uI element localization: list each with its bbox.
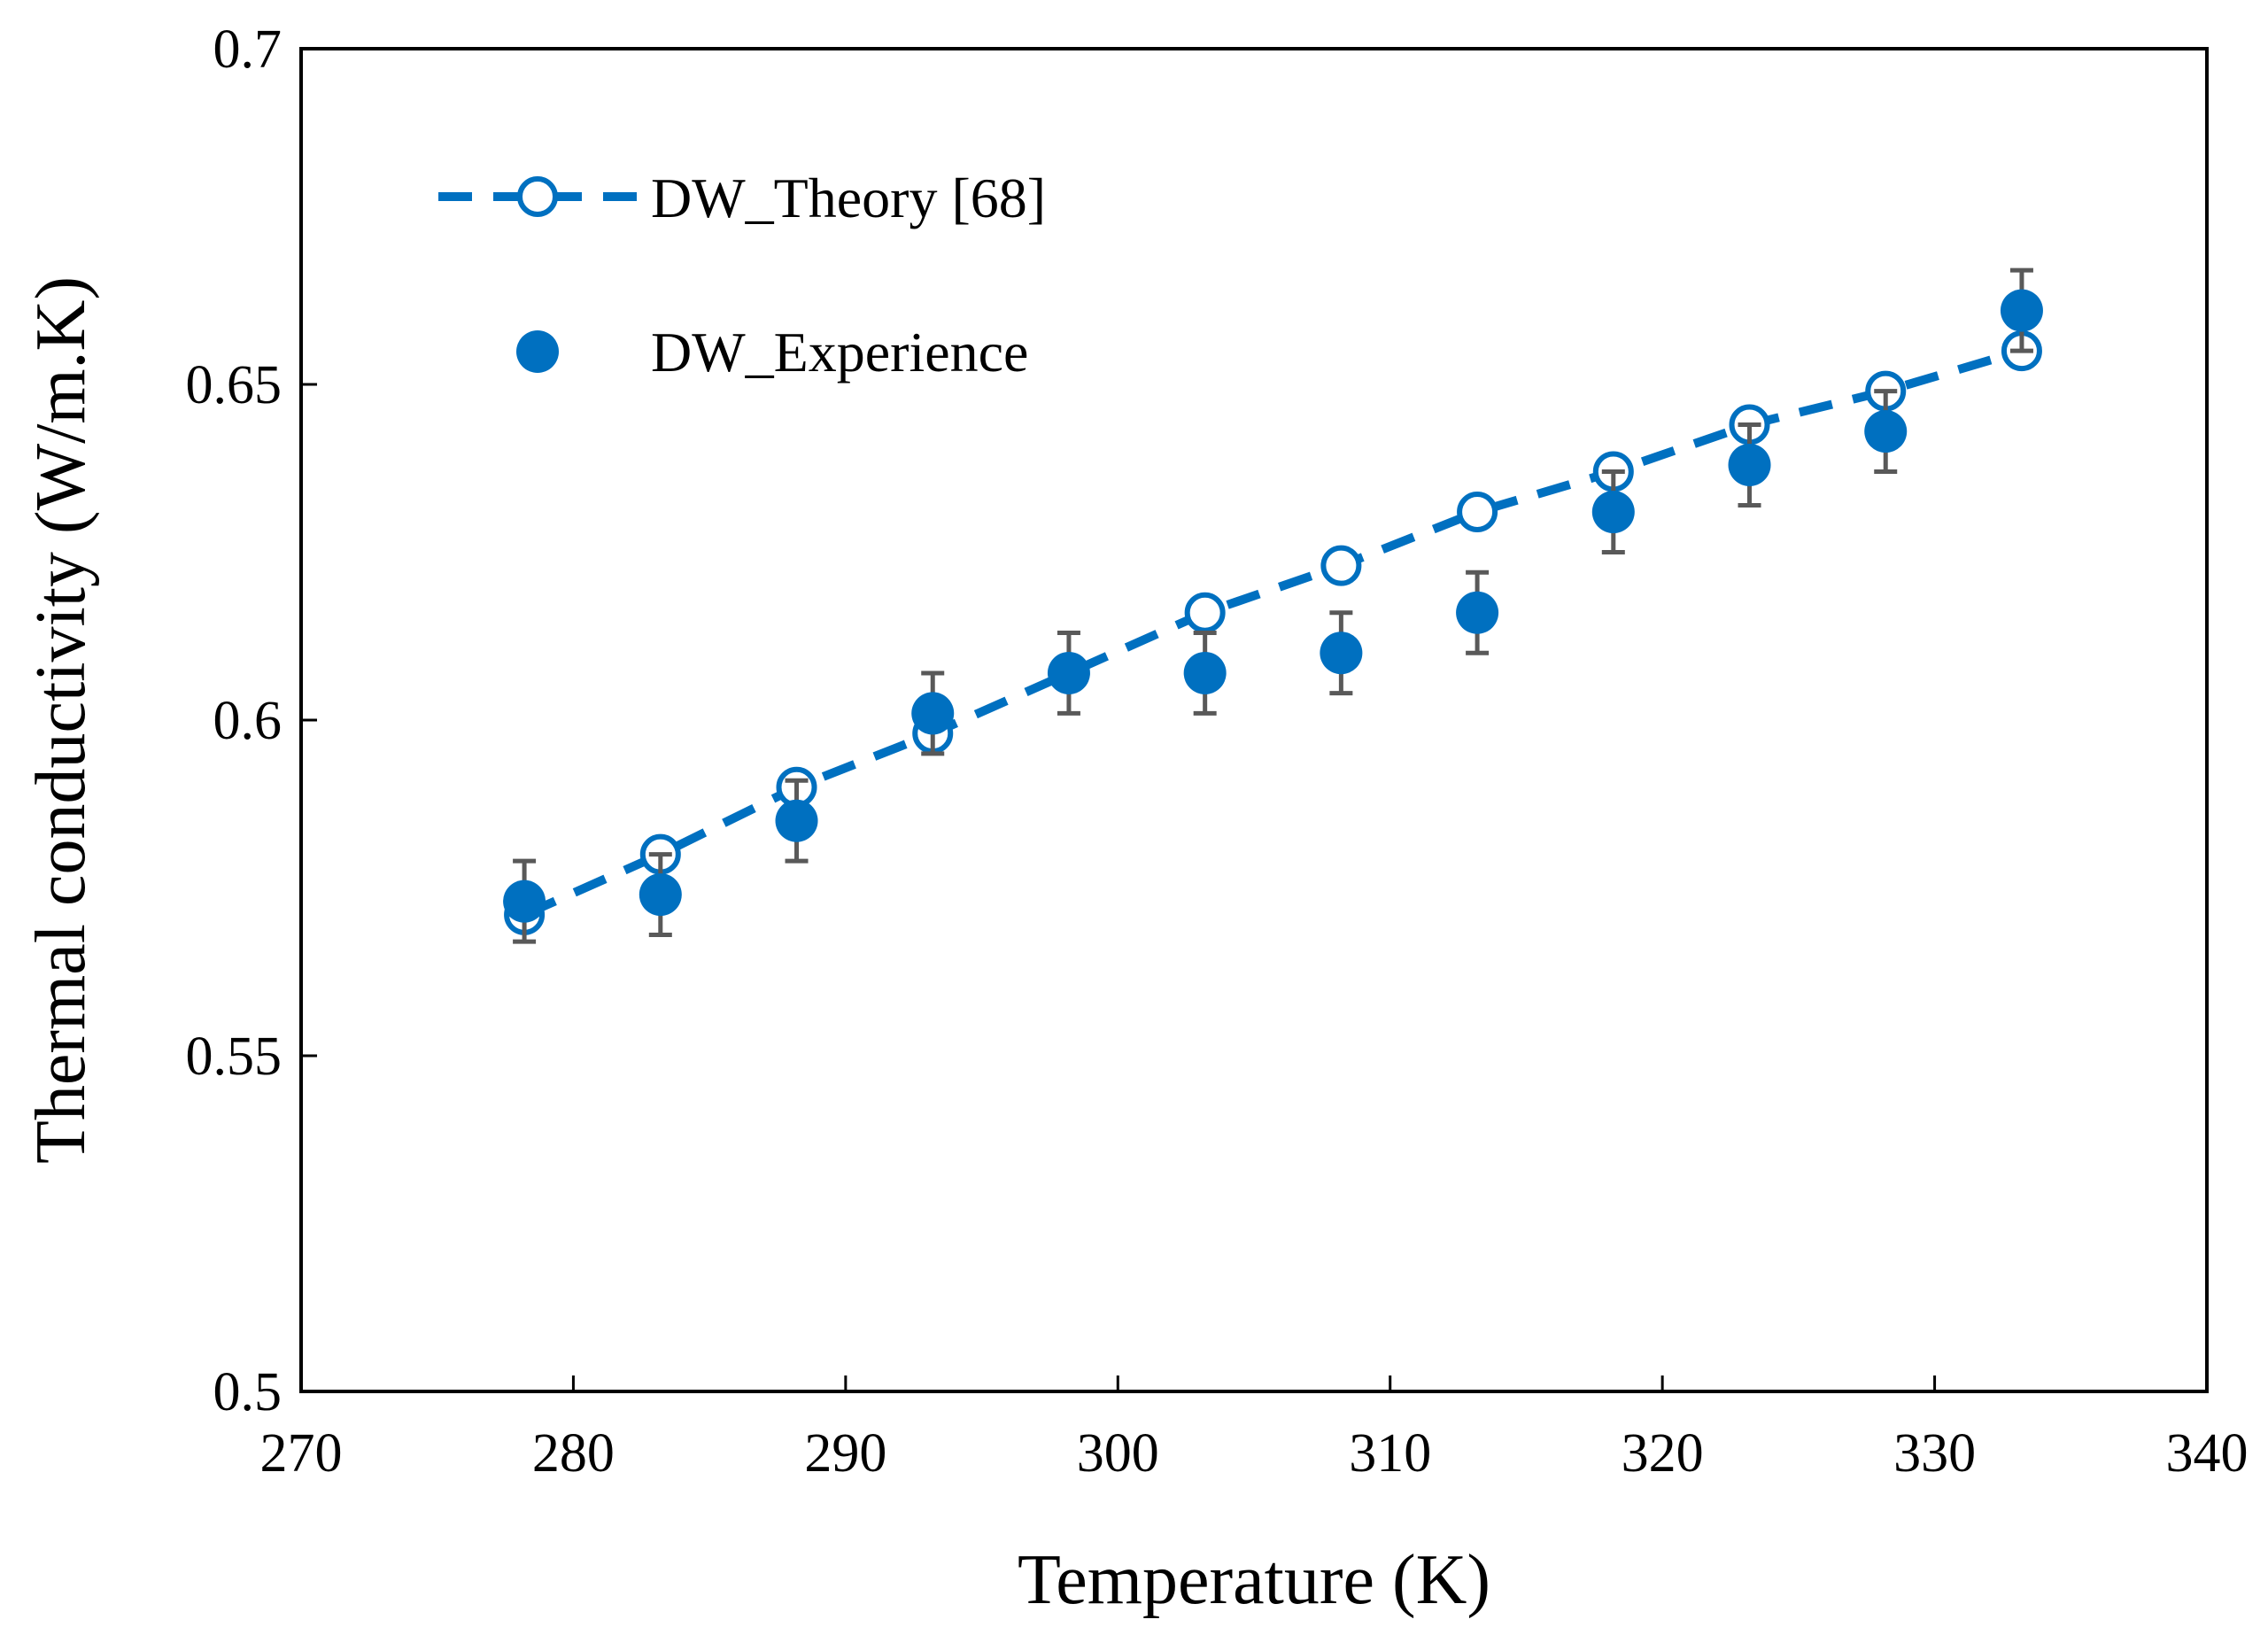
x-tick-label: 290 (804, 1423, 886, 1484)
x-tick-label: 300 (1077, 1423, 1159, 1484)
x-tick-label: 340 (2166, 1423, 2249, 1484)
legend-theory-marker (517, 176, 558, 217)
y-tick-label: 0.65 (186, 355, 283, 415)
x-tick-label: 270 (260, 1423, 343, 1484)
experience-point (911, 692, 955, 735)
plot-area (299, 47, 2209, 1393)
y-tick-label: 0.6 (213, 691, 283, 751)
legend: DW_Theory [68] DW_Experience (438, 167, 1046, 384)
experience-point (1047, 651, 1090, 694)
experience-series (503, 267, 2043, 944)
x-tick-label: 280 (532, 1423, 615, 1484)
experience-point (2000, 289, 2043, 332)
x-tick-label: 330 (1893, 1423, 1976, 1484)
experience-point (1728, 443, 1771, 486)
x-axis-title: Temperature (K) (1018, 1541, 1490, 1619)
experience-point (1591, 491, 1635, 534)
experience-point (1864, 410, 1908, 453)
theory-point (1457, 492, 1498, 533)
experience-point (775, 799, 818, 842)
y-tick-label: 0.5 (213, 1362, 283, 1422)
experience-point (1456, 591, 1499, 634)
theory-point (1184, 592, 1226, 633)
experience-point (503, 879, 546, 923)
legend-theory-label: DW_Theory [68] (651, 167, 1046, 229)
theory-line (522, 346, 2024, 919)
y-tick-label: 0.7 (213, 19, 283, 80)
y-axis: 0.5 0.55 0.6 0.65 0.7 (186, 19, 317, 1422)
legend-experience-marker (516, 330, 559, 373)
experience-point (639, 873, 682, 917)
y-tick-label: 0.55 (186, 1027, 283, 1087)
experience-point (1320, 632, 1363, 675)
y-axis-title: Thermal conductivity (W/m.K) (22, 276, 100, 1164)
theory-point (1320, 545, 1362, 586)
x-axis: 270 280 290 300 310 320 330 340 (260, 1375, 2249, 1484)
experience-point (1183, 651, 1227, 694)
x-tick-label: 320 (1622, 1423, 1704, 1484)
x-tick-label: 310 (1349, 1423, 1431, 1484)
legend-experience-label: DW_Experience (651, 321, 1028, 384)
